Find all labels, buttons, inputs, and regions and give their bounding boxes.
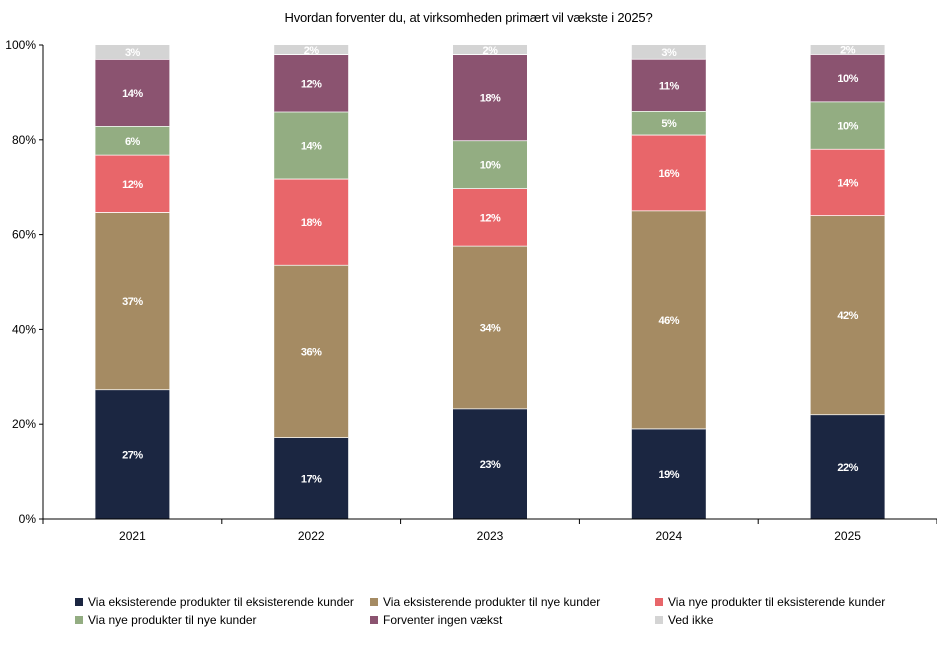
bar-segment — [810, 414, 885, 519]
data-label: 5% — [661, 118, 677, 130]
x-tick-label: 2021 — [119, 529, 146, 543]
legend-swatch — [75, 598, 83, 606]
data-label: 11% — [659, 80, 680, 92]
bar-segment — [810, 45, 885, 55]
data-label: 16% — [659, 168, 680, 180]
bar-segment — [810, 101, 885, 150]
data-label: 12% — [301, 78, 322, 90]
data-label: 42% — [837, 310, 858, 322]
x-tick-label: 2023 — [477, 529, 504, 543]
bar-segment — [95, 59, 170, 127]
legend-swatch — [370, 616, 378, 624]
bar-segment — [631, 210, 706, 429]
bar-segment — [95, 45, 170, 60]
bar-segment — [274, 437, 349, 519]
bar-segment — [810, 54, 885, 102]
data-label: 17% — [301, 473, 322, 485]
data-label: 10% — [837, 73, 858, 85]
legend-swatch — [75, 616, 83, 624]
bars-layer — [95, 45, 885, 519]
data-label: 2% — [840, 45, 856, 57]
bar-segment — [95, 389, 170, 519]
legend-item: Via eksisterende produkter til nye kunde… — [370, 594, 655, 610]
data-label: 27% — [122, 449, 143, 461]
bar-segment — [95, 212, 170, 390]
bar-segment — [631, 59, 706, 112]
data-label: 6% — [125, 136, 141, 148]
bar-segment — [631, 111, 706, 136]
data-label: 19% — [659, 469, 680, 481]
legend-label: Via eksisterende produkter til nye kunde… — [383, 595, 601, 609]
legend-swatch — [655, 616, 663, 624]
data-label: 10% — [480, 160, 501, 172]
y-tick-label: 80% — [12, 133, 36, 147]
legend-label: Via nye produkter til nye kunder — [88, 613, 257, 627]
legend-swatch — [370, 598, 378, 606]
bar-segment — [274, 54, 349, 113]
legend-item: Ved ikke — [655, 612, 925, 628]
data-label: 2% — [483, 45, 499, 57]
bar-segment — [453, 188, 527, 247]
bar-segment — [274, 112, 349, 180]
data-label: 12% — [122, 179, 143, 191]
bar-segment — [95, 155, 170, 213]
data-label: 36% — [301, 346, 322, 358]
bar-segment — [631, 428, 706, 519]
bar-segment — [274, 265, 349, 438]
bar-segment — [453, 54, 527, 141]
legend-item: Forventer ingen vækst — [370, 612, 655, 628]
bar-segment — [810, 215, 885, 415]
data-label: 2% — [304, 45, 320, 57]
data-label: 14% — [837, 177, 858, 189]
x-tick-label: 2025 — [834, 529, 861, 543]
bar-segment — [453, 246, 527, 409]
data-label: 14% — [301, 141, 322, 153]
axes-layer: 2021 2022 2023 2024 2025 0% 20% 40% 60% 80% 100% — [5, 38, 937, 543]
x-tick-label: 2024 — [655, 529, 682, 543]
data-label: 37% — [122, 296, 143, 308]
y-tick-label: 20% — [12, 417, 36, 431]
data-label: 46% — [659, 315, 680, 327]
y-tick-label: 100% — [5, 38, 36, 52]
legend-item: Via eksisterende produkter til eksistere… — [75, 594, 370, 610]
data-label: 22% — [837, 462, 858, 474]
bar-segment — [453, 45, 527, 55]
bar-segment — [274, 179, 349, 266]
bar-segment — [274, 45, 349, 55]
data-label: 14% — [122, 88, 143, 100]
bar-segment — [95, 126, 170, 156]
bar-segment — [631, 45, 706, 60]
legend-label: Forventer ingen vækst — [383, 613, 503, 627]
legend-swatch — [655, 598, 663, 606]
legend: Via eksisterende produkter til eksistere… — [75, 594, 925, 628]
data-label: 3% — [125, 47, 141, 59]
bar-segment — [810, 149, 885, 216]
legend-label: Ved ikke — [668, 613, 714, 627]
legend-item: Via nye produkter til nye kunder — [75, 612, 370, 628]
y-tick-label: 0% — [19, 512, 37, 526]
x-tick-label: 2022 — [298, 529, 325, 543]
chart-title: Hvordan forventer du, at virksomheden pr… — [284, 10, 653, 25]
legend-label: Via nye produkter til eksisterende kunde… — [668, 595, 886, 609]
data-label: 23% — [480, 459, 501, 471]
data-label: 10% — [837, 121, 858, 133]
bar-segment — [631, 135, 706, 211]
data-label: 18% — [480, 93, 501, 105]
y-tick-label: 40% — [12, 322, 36, 336]
bar-segment — [453, 408, 527, 519]
data-label: 18% — [301, 217, 322, 229]
data-label: 3% — [661, 47, 677, 59]
y-tick-label: 60% — [12, 228, 36, 242]
bar-segment — [453, 140, 527, 189]
legend-label: Via eksisterende produkter til eksistere… — [88, 595, 354, 609]
legend-item: Via nye produkter til eksisterende kunde… — [655, 594, 925, 610]
data-label: 12% — [480, 212, 501, 224]
labels-layer: 27% 37% 12% 6% 14% 3% 17% 36% 18% 14% 12% 2% 23% 34% 1… — [122, 45, 859, 486]
data-label: 34% — [480, 322, 501, 334]
